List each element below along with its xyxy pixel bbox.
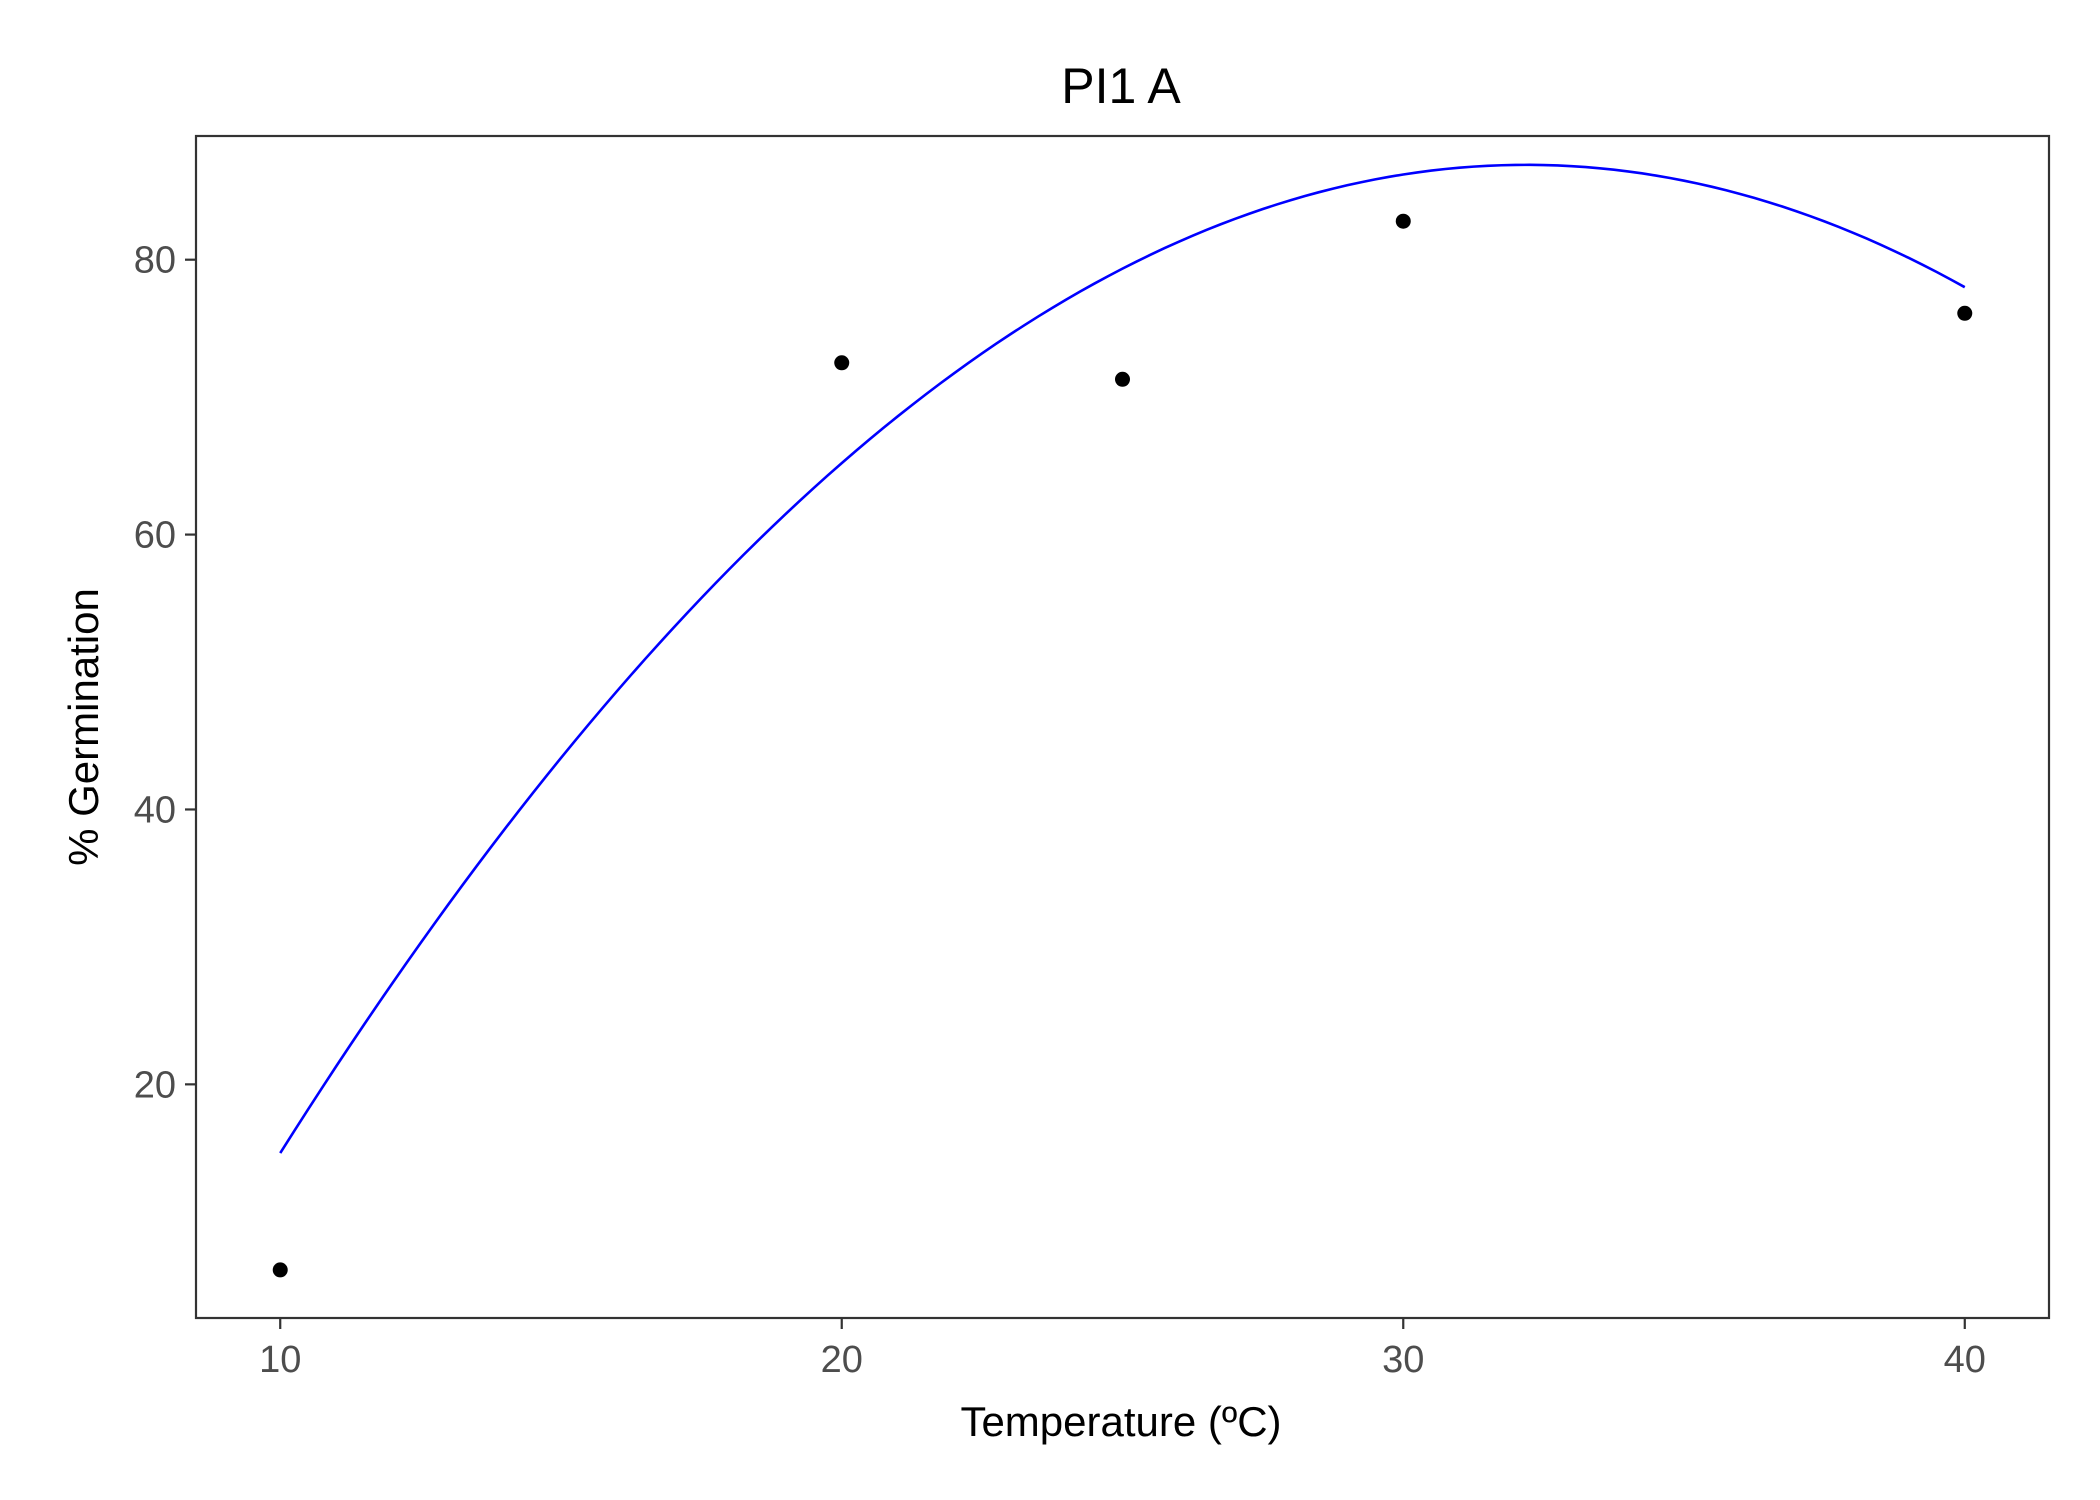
data-point xyxy=(1395,213,1411,229)
data-point xyxy=(1115,371,1130,387)
y-tick-label: 60 xyxy=(134,515,176,557)
plot-panel xyxy=(194,134,2051,1320)
chart-title: PI1 A xyxy=(1061,58,1181,114)
x-tick-label: 30 xyxy=(1382,1339,1424,1381)
x-tick-label: 10 xyxy=(259,1339,301,1381)
data-point xyxy=(1957,305,1973,321)
y-axis: 20 40 60 80 xyxy=(134,240,196,1106)
data-point xyxy=(834,355,850,371)
x-axis: 10 20 30 40 xyxy=(259,1318,1986,1381)
y-axis-label: % Germination xyxy=(60,588,107,866)
data-points-layer xyxy=(272,213,1973,1278)
y-tick-label: 20 xyxy=(134,1064,176,1106)
x-tick-label: 20 xyxy=(821,1339,863,1381)
fit-curve-layer xyxy=(279,163,1966,1154)
fit-curve-line xyxy=(279,163,1966,1154)
y-tick-label: 80 xyxy=(134,240,176,282)
x-tick-label: 40 xyxy=(1944,1339,1986,1381)
data-point xyxy=(272,1262,288,1278)
y-tick-label: 40 xyxy=(134,789,176,831)
x-axis-label: Temperature (ºC) xyxy=(960,1398,1281,1445)
